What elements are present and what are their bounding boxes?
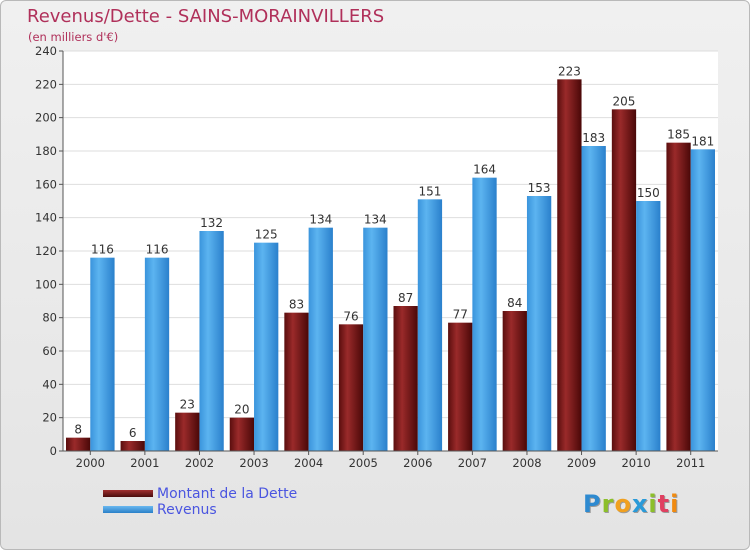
data-label-dette: 8 [74,423,82,437]
bar-revenus [690,149,715,452]
bar-revenus [417,199,443,451]
y-tick-label: 200 [35,111,57,125]
data-label-dette: 76 [343,309,358,323]
legend-swatch-revenus [103,506,153,513]
bar-revenus [144,257,170,451]
y-tick-label: 80 [42,311,57,325]
bar-dette [666,142,691,451]
bar-dette [175,412,200,451]
data-label-revenus: 132 [200,216,223,230]
x-tick-label: 2009 [567,456,596,470]
x-tick-label: 2002 [185,456,214,470]
data-label-dette: 87 [398,291,413,305]
chart-title: Revenus/Dette - SAINS-MORAINVILLERS [27,6,385,27]
x-tick-label: 2003 [239,456,268,470]
bar-dette [448,322,473,451]
chart-subtitle: (en milliers d'€) [28,30,119,44]
y-tick-label: 40 [42,377,57,391]
y-tick-label: 0 [50,444,57,458]
bar-dette [393,306,418,451]
logo-letter: P [583,490,602,518]
logo-letter: x [631,490,649,518]
x-tick-label: 2007 [458,456,487,470]
data-label-revenus: 181 [691,134,714,148]
x-tick-label: 2006 [403,456,432,470]
data-label-dette: 20 [234,403,249,417]
y-tick-label: 140 [35,211,57,225]
bar-revenus [472,177,497,451]
x-tick-label: 2010 [621,456,650,470]
legend-label-revenus: Revenus [157,502,217,518]
data-label-dette: 6 [129,426,137,440]
data-label-revenus: 125 [255,228,278,242]
legend-swatch-dette [103,490,153,497]
bar-revenus [199,231,224,451]
data-label-revenus: 151 [418,184,441,198]
bar-revenus [90,257,115,451]
logo-letter: i [648,490,658,518]
data-label-dette: 83 [289,298,304,312]
x-tick-label: 2011 [676,456,705,470]
y-tick-label: 180 [35,144,57,158]
bar-dette [120,441,145,451]
data-label-revenus: 164 [473,163,496,177]
bar-revenus [254,242,279,451]
proxiti-logo: Proxiti [583,490,679,518]
bar-dette [229,417,255,451]
data-label-dette: 77 [453,308,468,322]
data-label-revenus: 183 [582,131,605,145]
bar-revenus [636,201,661,451]
data-label-revenus: 134 [309,213,332,227]
bar-dette [557,79,582,451]
x-tick-label: 2001 [130,456,159,470]
bar-revenus [308,227,333,451]
y-tick-label: 120 [35,244,57,258]
bar-revenus [581,146,606,451]
data-label-dette: 223 [558,64,581,78]
bar-revenus [526,196,552,451]
y-tick-label: 60 [42,344,57,358]
logo-letter: i [670,490,680,518]
x-tick-label: 2004 [294,456,323,470]
data-label-dette: 84 [507,296,522,310]
y-tick-label: 100 [35,277,57,291]
data-label-dette: 185 [667,128,690,142]
data-label-revenus: 153 [528,181,551,195]
legend-label-dette: Montant de la Dette [157,486,298,502]
bar-dette [338,324,364,451]
bar-dette [284,312,309,451]
data-label-dette: 205 [613,94,636,108]
logo-letter: t [657,490,671,518]
x-tick-label: 2005 [349,456,378,470]
data-label-revenus: 116 [146,243,169,257]
data-label-revenus: 116 [91,243,114,257]
data-label-revenus: 150 [637,186,660,200]
bar-dette [502,311,527,451]
data-label-dette: 23 [180,398,195,412]
y-tick-label: 240 [35,44,57,58]
y-tick-label: 220 [35,77,57,91]
y-tick-label: 160 [35,177,57,191]
x-tick-label: 2000 [76,456,105,470]
logo-letter: o [614,490,632,518]
bar-dette [66,437,91,451]
data-label-revenus: 134 [364,213,387,227]
logo-letter: r [601,490,615,518]
y-tick-label: 20 [42,411,57,425]
x-tick-label: 2008 [512,456,541,470]
bar-dette [611,109,637,451]
bar-revenus [363,227,388,451]
